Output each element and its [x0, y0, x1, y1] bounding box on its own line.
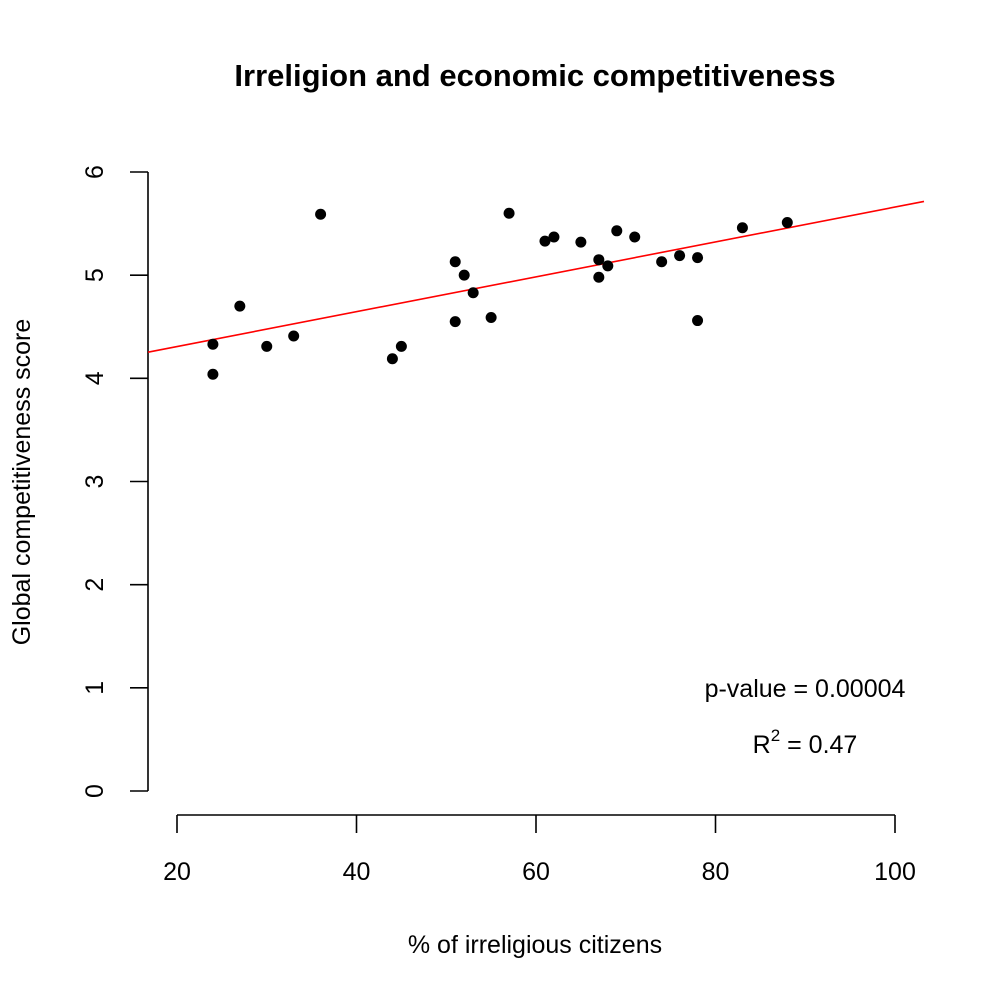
data-point [449, 256, 461, 268]
p-value-annotation: p-value = 0.00004 [705, 675, 906, 703]
data-point [395, 340, 407, 352]
x-tick-label: 20 [163, 858, 191, 886]
data-point [692, 252, 704, 264]
regression-line [147, 200, 925, 353]
data-point [207, 368, 219, 380]
r-squared-annotation: R2 = 0.47 [753, 726, 858, 759]
y-axis-label: Global competitiveness score [8, 319, 36, 646]
data-point [692, 315, 704, 327]
y-tick-label: 5 [81, 268, 109, 282]
data-point [674, 250, 686, 262]
data-point [656, 256, 668, 268]
x-tick-label: 80 [702, 858, 730, 886]
data-point [261, 340, 273, 352]
data-points [207, 207, 793, 380]
data-point [207, 338, 219, 350]
x-tick-label: 100 [874, 858, 916, 886]
y-tick-label: 0 [81, 784, 109, 798]
data-point [315, 208, 327, 220]
data-point [781, 217, 793, 229]
data-point [593, 271, 605, 283]
data-point [629, 231, 641, 243]
data-point [548, 231, 560, 243]
y-axis: 0 1 2 3 4 5 6 [81, 165, 149, 798]
y-tick-label: 4 [81, 371, 109, 385]
data-point [485, 311, 497, 323]
x-tick-label: 40 [343, 858, 371, 886]
plot-area [147, 200, 925, 380]
r-squared-symbol: R [753, 731, 771, 759]
data-point [593, 254, 605, 266]
x-axis: 20 40 60 80 100 [163, 814, 916, 886]
data-point [575, 236, 587, 248]
data-point [386, 353, 398, 365]
r-squared-value: = 0.47 [780, 731, 857, 759]
x-tick-label: 60 [522, 858, 550, 886]
data-point [602, 260, 614, 272]
y-tick-label: 3 [81, 475, 109, 489]
y-tick-label: 2 [81, 578, 109, 592]
y-tick-label: 6 [81, 165, 109, 179]
r-squared-superscript: 2 [771, 726, 780, 745]
data-point [736, 222, 748, 234]
data-point [539, 235, 551, 247]
data-point [449, 316, 461, 328]
data-point [611, 225, 623, 237]
data-point [234, 300, 246, 312]
data-point [467, 287, 479, 299]
y-tick-label: 1 [81, 681, 109, 695]
data-point [458, 269, 470, 281]
data-point [503, 207, 515, 219]
chart-title: Irreligion and economic competitiveness [234, 58, 835, 93]
data-point [288, 330, 300, 342]
x-axis-label: % of irreligious citizens [408, 931, 662, 959]
